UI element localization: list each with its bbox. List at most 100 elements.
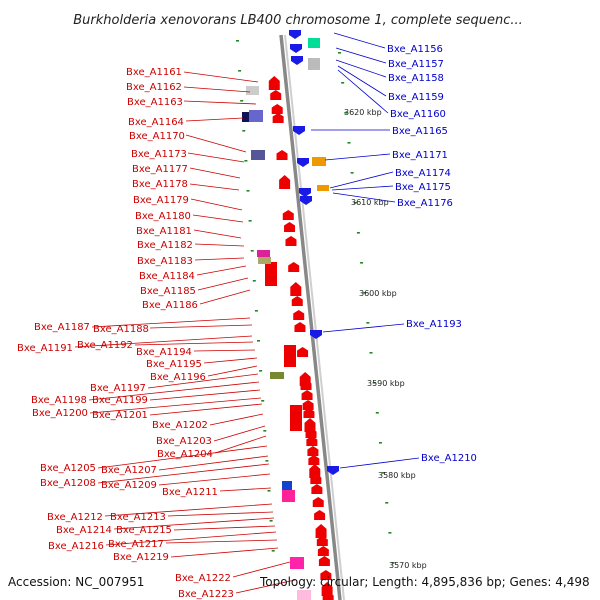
gene-label-left: Bxe_A1164 (128, 117, 184, 128)
tick-mark-outer (391, 562, 395, 564)
gene-features (242, 30, 339, 600)
label-connector-left (183, 100, 257, 105)
label-connector-left (190, 198, 243, 211)
tick-mark-inner (261, 400, 265, 402)
forward-gene-arrow (318, 556, 330, 566)
tick-mark-inner (240, 100, 244, 102)
gene-label-right: Bxe_A1193 (406, 319, 462, 330)
gene-label-left: Bxe_A1188 (93, 324, 149, 335)
gene-label-left: Bxe_A1211 (162, 487, 218, 498)
gene-label-left: Bxe_A1199 (92, 395, 148, 406)
tick-mark-inner (271, 550, 275, 552)
label-connector-left (232, 561, 291, 578)
reverse-gene-arrow (289, 30, 301, 39)
forward-gene-arrow (306, 436, 318, 446)
forward-gene-arrow (322, 592, 334, 600)
gene-label-left: Bxe_A1209 (101, 480, 157, 491)
forward-gene-arrow (303, 408, 315, 418)
label-connector-left (158, 473, 271, 486)
reverse-gene-arrow (327, 466, 339, 475)
scale-label-3600: 3600 kbp (359, 289, 397, 298)
forward-gene-arrow (291, 296, 303, 306)
forward-gene-arrow (300, 380, 312, 390)
forward-gene-arrow (272, 113, 284, 123)
gene-label-left: Bxe_A1178 (132, 179, 188, 190)
gene-label-left: Bxe_A1215 (116, 525, 172, 536)
gene-function-block (312, 157, 326, 166)
gene-label-left: Bxe_A1213 (110, 512, 166, 523)
gene-label-left: Bxe_A1183 (137, 256, 193, 267)
label-connector-right (332, 192, 396, 203)
tick-mark-outer (356, 232, 360, 234)
label-connector-left (104, 503, 273, 517)
tick-track (236, 40, 395, 564)
gene-function-block (317, 185, 329, 191)
gene-label-right: Bxe_A1176 (397, 198, 453, 209)
forward-gene-block (290, 405, 302, 431)
label-connector-left (97, 445, 268, 469)
label-connector-right (324, 153, 391, 161)
gene-function-block (297, 590, 311, 600)
tick-mark-inner (244, 160, 248, 162)
label-connector-right (335, 47, 387, 64)
gene-label-left: Bxe_A1200 (32, 408, 88, 419)
tick-mark-outer (350, 172, 354, 174)
gene-label-left: Bxe_A1214 (56, 525, 112, 536)
gene-function-block (308, 38, 320, 48)
scale-label-3590: 3590 kbp (367, 379, 405, 388)
label-connector-left (193, 349, 256, 352)
label-connector-left (183, 86, 251, 93)
gene-function-block (282, 490, 295, 502)
gene-label-left: Bxe_A1170 (129, 131, 185, 142)
gene-function-block (257, 250, 270, 257)
tick-mark-outer (347, 142, 351, 144)
tick-mark-outer (372, 382, 376, 384)
forward-gene-arrow (308, 455, 320, 465)
label-connector-left (213, 425, 266, 442)
tick-mark-outer (382, 472, 386, 474)
forward-gene-arrow (302, 400, 314, 410)
tick-mark-outer (353, 202, 357, 204)
gene-label-left: Bxe_A1216 (48, 541, 104, 552)
label-connector-left (189, 183, 240, 191)
gene-label-left: Bxe_A1212 (47, 512, 103, 523)
forward-gene-arrow (315, 524, 327, 538)
forward-gene-arrow (304, 418, 316, 432)
gene-label-left: Bxe_A1194 (136, 347, 192, 358)
forward-gene-arrow (271, 104, 283, 114)
tick-mark-outer (375, 412, 379, 414)
label-connector-left (105, 531, 277, 546)
gene-label-left: Bxe_A1173 (131, 149, 187, 160)
forward-gene-arrow (293, 310, 305, 320)
gene-label-left: Bxe_A1192 (77, 340, 133, 351)
forward-gene-arrow (305, 428, 317, 438)
tick-mark-inner (238, 70, 242, 72)
label-connector-right (337, 65, 387, 97)
label-connector-left (74, 335, 253, 348)
forward-gene-arrow (285, 236, 297, 246)
forward-gene-arrow (317, 546, 329, 556)
gene-label-left: Bxe_A1191 (17, 343, 73, 354)
scale-label-3570: 3570 kbp (389, 561, 427, 570)
label-connector-left (235, 579, 296, 594)
tick-mark-inner (257, 340, 260, 342)
label-connector-left (193, 229, 242, 239)
label-connector-right (339, 457, 420, 469)
gene-label-right: Bxe_A1175 (395, 182, 451, 193)
reverse-gene-arrow (293, 126, 305, 135)
forward-gene-arrow (301, 390, 313, 400)
label-connector-left (192, 214, 244, 223)
tick-mark-outer (344, 112, 348, 114)
tick-mark-inner (267, 490, 271, 492)
forward-gene-arrow (321, 582, 333, 596)
gene-function-block (270, 372, 284, 379)
gene-label-left: Bxe_A1186 (142, 300, 198, 311)
tick-mark-inner (248, 220, 252, 222)
tick-mark-inner (259, 370, 263, 372)
label-connector-left (189, 167, 241, 179)
forward-gene-arrow (316, 536, 328, 546)
tick-mark-outer (369, 352, 373, 354)
gene-label-left: Bxe_A1203 (156, 436, 212, 447)
gene-label-left: Bxe_A1205 (40, 463, 96, 474)
gene-label-left: Bxe_A1163 (127, 97, 183, 108)
